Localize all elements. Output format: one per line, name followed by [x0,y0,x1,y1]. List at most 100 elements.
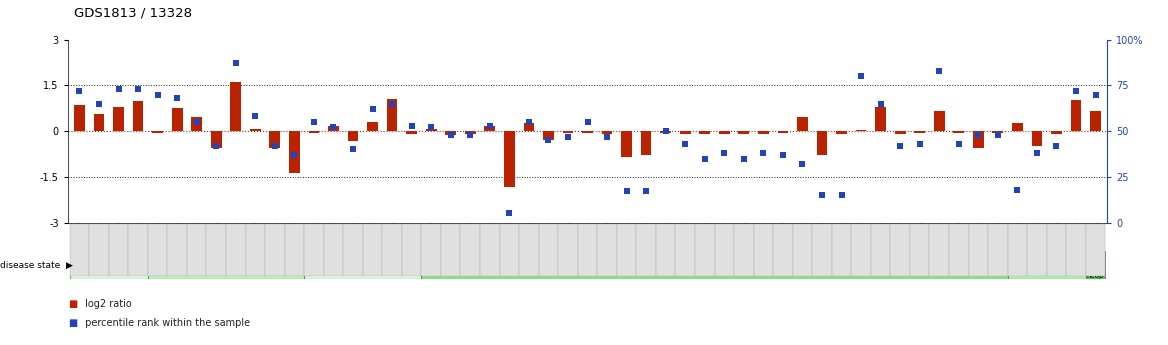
Bar [382,224,402,276]
Bar [700,131,710,134]
Bar [1031,131,1042,146]
Bar [715,224,734,276]
Bar [324,224,343,276]
Bar [656,224,675,276]
Bar [304,251,422,279]
Text: anaplastic
oligoastrocytoma: anaplastic oligoastrocytoma [320,255,405,276]
Bar [167,224,187,276]
Bar [563,131,573,132]
Bar [304,224,324,276]
Bar [113,107,124,131]
Text: GDS1813 / 13328: GDS1813 / 13328 [74,7,192,20]
Bar [993,131,1003,132]
Point [246,114,265,119]
Bar [133,101,144,131]
Point [695,156,714,161]
Point [90,101,109,106]
Bar [308,131,319,132]
Bar [856,130,867,131]
Bar [816,131,827,155]
Bar [328,126,339,131]
Bar [1071,100,1082,131]
Point [128,86,147,92]
Bar [578,224,597,276]
Point [109,86,127,92]
Point [969,132,988,138]
Bar [192,117,202,131]
Bar [602,131,612,134]
Bar [797,117,808,131]
Point [383,101,402,106]
Bar [187,224,207,276]
Bar [465,131,475,134]
Bar [538,224,558,276]
Point [755,150,773,156]
Bar [70,224,89,276]
Text: glio
neu
ral
neop: glio neu ral neop [1087,252,1104,279]
Bar [988,224,1008,276]
Point [930,68,948,73]
Text: normal: normal [91,260,126,270]
Point [578,119,597,125]
Point [715,150,734,156]
Bar [660,131,672,132]
Bar [871,224,890,276]
Bar [109,224,128,276]
Point [950,141,968,147]
Bar [285,224,304,276]
Text: astrocytic tumor: astrocytic tumor [1007,260,1087,270]
Point [1066,88,1085,93]
Text: oligodendroglioma: oligodendroglioma [181,260,271,270]
Point [442,132,460,138]
Bar [460,224,480,276]
Bar [543,131,554,140]
Bar [1027,224,1047,276]
Bar [734,224,753,276]
Bar [758,131,769,134]
Bar [621,131,632,157]
Bar [288,131,300,173]
Point [598,134,617,139]
Bar [70,251,148,279]
Bar [973,131,983,148]
Bar [172,108,182,131]
Bar [265,224,285,276]
Point [480,123,499,128]
Point [773,152,792,158]
Point [851,73,870,79]
Point [793,161,812,167]
Bar [738,131,749,134]
Bar [812,224,832,276]
Bar [348,131,359,141]
Point [305,119,324,125]
Point [656,128,675,134]
Point [227,61,245,66]
Bar [445,131,456,135]
Point [813,193,832,198]
Bar [675,224,695,276]
Bar [953,131,964,132]
Bar [426,129,437,131]
Point [1008,187,1027,193]
Text: log2 ratio: log2 ratio [82,299,132,309]
Bar [1011,124,1023,131]
Bar [1047,224,1066,276]
Bar [367,122,378,131]
Bar [558,224,578,276]
Bar [485,126,495,131]
Bar [93,114,104,131]
Bar [523,122,534,131]
Point [70,88,89,93]
Bar [500,224,519,276]
Point [832,193,850,198]
Point [558,134,577,139]
Point [363,106,382,112]
Point [207,143,225,148]
Text: glioblastoma: glioblastoma [683,260,746,270]
Point [343,147,362,152]
Bar [207,224,227,276]
Point [520,119,538,125]
Text: percentile rank within the sample: percentile rank within the sample [82,318,250,328]
Bar [406,131,417,134]
Point [735,156,753,161]
